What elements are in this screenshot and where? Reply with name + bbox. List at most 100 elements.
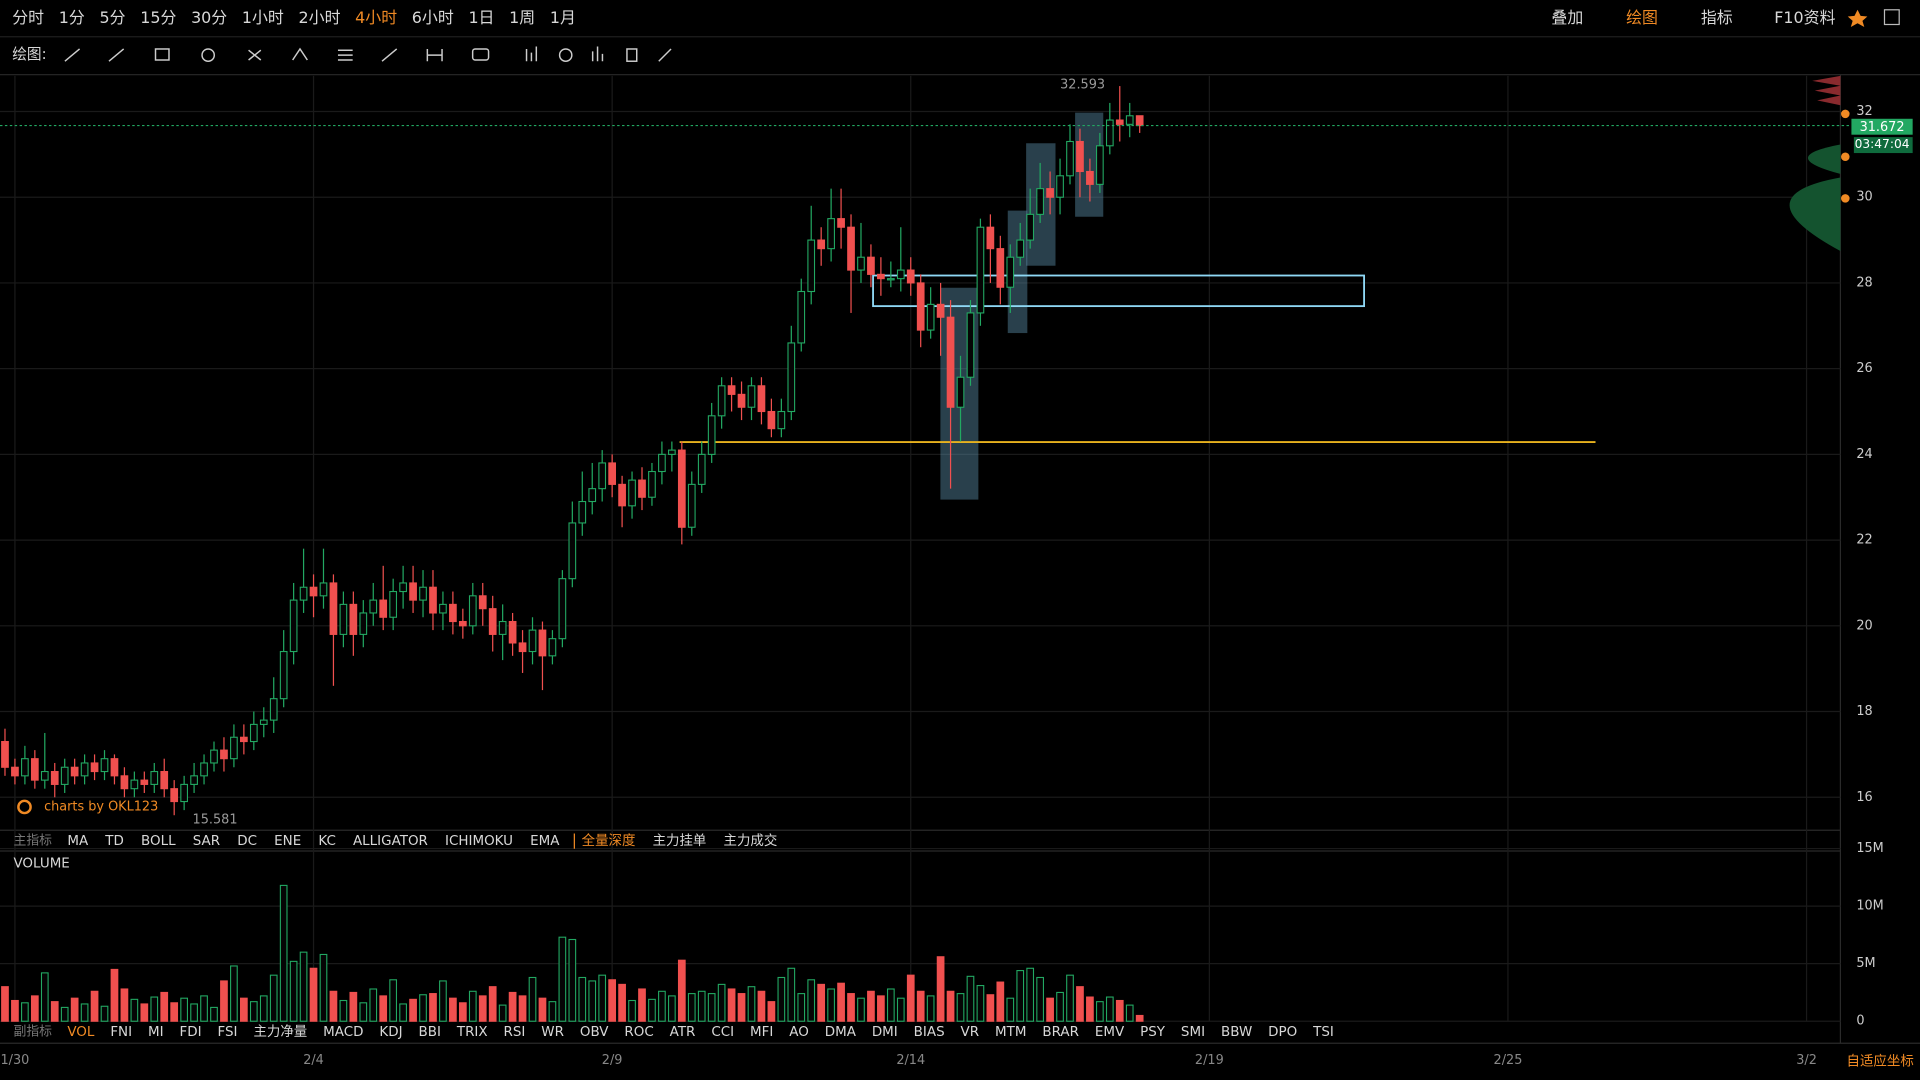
indicator-tab[interactable]: MI — [148, 1025, 164, 1040]
fullscreen-button[interactable] — [1883, 9, 1900, 26]
timeframe-tab[interactable]: 15分 — [140, 8, 176, 27]
logo — [17, 799, 32, 815]
candle-body — [200, 762, 208, 777]
volume-bar — [339, 999, 348, 1022]
indicator-tab[interactable]: BIAS — [914, 1025, 945, 1040]
indicator-tab[interactable]: MFI — [750, 1025, 773, 1040]
indicator-tab[interactable]: PSY — [1140, 1025, 1166, 1040]
timeframe-tab[interactable]: 1月 — [550, 8, 576, 27]
indicator-tab[interactable]: BBW — [1221, 1025, 1252, 1040]
timeframe-tab[interactable]: 5分 — [99, 8, 125, 27]
timeframe-tab[interactable]: 2小时 — [299, 8, 341, 27]
volume-bar — [976, 984, 985, 1022]
indicator-tab[interactable]: FNI — [110, 1025, 132, 1040]
volume-bar — [439, 980, 447, 1022]
candle-body — [299, 586, 308, 601]
tool-button[interactable]: 指标 — [1701, 8, 1733, 27]
indicator-tab[interactable]: TRIX — [456, 1025, 488, 1040]
indicator-tab[interactable]: MA — [67, 834, 89, 849]
depth-tab[interactable]: 全量深度 — [582, 832, 636, 849]
indicator-tab[interactable]: VOL — [67, 1025, 95, 1040]
candle-body — [160, 770, 169, 790]
candle-body — [847, 226, 855, 271]
timeframe-tab[interactable]: 4小时 — [355, 8, 397, 27]
depth-tab[interactable]: 主力成交 — [724, 832, 778, 849]
candle-body — [170, 788, 179, 803]
indicator-tab[interactable]: ENE — [274, 834, 301, 849]
indicator-tab[interactable]: FSI — [218, 1025, 238, 1040]
volume-bar — [747, 986, 756, 1022]
indicator-tab[interactable]: SMI — [1181, 1025, 1205, 1040]
indicator-tab[interactable]: KDJ — [379, 1025, 402, 1040]
indicator-tab[interactable]: FDI — [180, 1025, 202, 1040]
candle-body — [429, 586, 437, 614]
indicator-tab[interactable]: 主力净量 — [253, 1024, 307, 1040]
candle-body — [60, 766, 69, 785]
volume-bar — [568, 938, 577, 1022]
volume-bar — [588, 980, 597, 1022]
y-tick-label: 10M — [1856, 899, 1883, 914]
tool-button[interactable]: 叠加 — [1551, 8, 1583, 27]
indicator-tab[interactable]: EMA — [530, 834, 560, 849]
indicator-tab[interactable]: RSI — [504, 1025, 526, 1040]
x-tick-label: 2/25 — [1494, 1053, 1523, 1068]
volume-bar — [767, 1001, 776, 1022]
indicator-tab[interactable]: ICHIMOKU — [445, 834, 513, 849]
candle-body — [787, 342, 796, 413]
volume-bar — [757, 990, 766, 1022]
drawing-label: 绘图: — [12, 46, 46, 63]
candle-body — [478, 595, 487, 610]
timeframe-tab[interactable]: 30分 — [191, 8, 227, 27]
indicator-tab[interactable]: BBI — [419, 1025, 441, 1040]
indicator-tab[interactable]: EMV — [1095, 1025, 1125, 1040]
indicator-tab[interactable]: VR — [961, 1025, 980, 1040]
candle-body — [946, 316, 955, 408]
candle-body — [150, 770, 159, 785]
timeframe-tab[interactable]: 分时 — [12, 8, 44, 27]
indicator-tab[interactable]: MACD — [323, 1025, 363, 1040]
indicator-tab[interactable]: BOLL — [141, 834, 176, 849]
tool-button[interactable]: F10资料 — [1774, 8, 1835, 27]
indicator-tab[interactable]: DC — [237, 834, 257, 849]
candle-body — [359, 612, 368, 635]
y-tick-label: 5M — [1856, 956, 1875, 971]
volume-bar — [458, 1002, 467, 1022]
tool-button[interactable]: 绘图 — [1626, 8, 1658, 27]
timeframe-tab[interactable]: 1小时 — [242, 8, 284, 27]
indicator-tab[interactable]: KC — [318, 834, 335, 849]
depth-tab[interactable]: 主力挂单 — [653, 833, 707, 849]
indicator-tab[interactable]: DMA — [825, 1025, 857, 1040]
volume-bar — [827, 988, 835, 1022]
indicator-tab[interactable]: SAR — [193, 834, 220, 849]
drawing-rect[interactable] — [872, 274, 1365, 308]
favorite-star[interactable] — [1847, 9, 1868, 27]
indicator-tab[interactable]: DMI — [872, 1025, 898, 1040]
candle-body — [1086, 170, 1094, 185]
timeframe-tab[interactable]: 6小时 — [412, 8, 454, 27]
timeframe-tab[interactable]: 1日 — [468, 8, 494, 27]
axis-mode[interactable]: 自适应坐标 — [1847, 1053, 1914, 1070]
volume-bar — [668, 995, 676, 1022]
candle-body — [777, 410, 786, 430]
indicator-tab[interactable]: ALLIGATOR — [353, 834, 428, 849]
indicator-tab[interactable]: TD — [104, 834, 124, 849]
indicator-tab[interactable]: BRAR — [1042, 1025, 1079, 1040]
candle-body — [976, 226, 985, 314]
indicator-tab[interactable]: MTM — [995, 1025, 1026, 1040]
indicator-tab[interactable]: OBV — [580, 1025, 609, 1040]
bar-label: 主指标 — [13, 834, 52, 849]
timeframe-tab[interactable]: 1分 — [59, 8, 85, 27]
timeframe-tab[interactable]: 1周 — [509, 8, 535, 27]
candle-body — [827, 218, 835, 250]
indicator-tab[interactable]: ATR — [670, 1025, 696, 1040]
indicator-tab[interactable]: ROC — [624, 1025, 653, 1040]
volume-bar — [349, 991, 358, 1022]
candle-body — [807, 239, 816, 293]
drawing-tools[interactable] — [64, 46, 672, 62]
indicator-tab[interactable]: CCI — [711, 1025, 734, 1040]
indicator-tab[interactable]: TSI — [1312, 1025, 1334, 1040]
indicator-tab[interactable]: AO — [789, 1025, 809, 1040]
indicator-tab[interactable]: WR — [541, 1025, 564, 1040]
volume-bar — [618, 983, 626, 1022]
indicator-tab[interactable]: DPO — [1268, 1025, 1297, 1040]
